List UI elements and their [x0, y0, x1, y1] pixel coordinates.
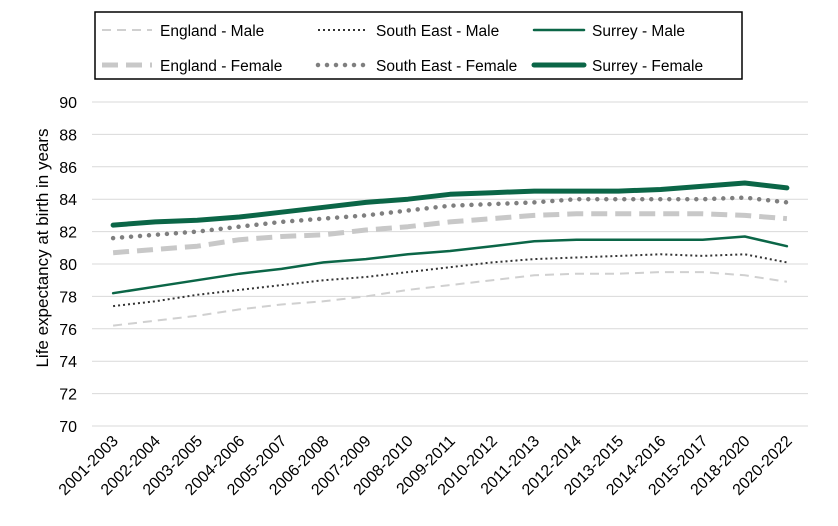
y-tick-label: 86 [59, 160, 77, 177]
series-line-south-east-male [112, 253, 788, 308]
series-line-england-male [112, 271, 788, 327]
legend-label-england-male: England - Male [160, 23, 264, 40]
y-tick-label: 70 [59, 419, 77, 436]
y-tick-label: 76 [59, 322, 77, 339]
legend-label-south-east-male: South East - Male [376, 23, 499, 40]
y-axis-ticks: 70 72 74 76 78 80 82 84 86 88 90 [59, 95, 77, 436]
y-tick-label: 88 [59, 127, 77, 144]
legend-label-south-east-female: South East - Female [376, 58, 517, 75]
legend-label-surrey-male: Surrey - Male [592, 23, 685, 40]
gridlines [92, 101, 808, 427]
y-tick-label: 78 [59, 289, 77, 306]
y-tick-label: 72 [59, 387, 77, 404]
series-line-surrey-female [110, 180, 790, 228]
legend-box [94, 11, 743, 80]
series-line-england-female [112, 211, 788, 256]
chart-legend: England - Male South East - Male Surrey - … [94, 11, 743, 80]
y-tick-label: 74 [59, 354, 77, 371]
y-tick-label: 80 [59, 257, 77, 274]
series-lines [110, 180, 790, 327]
x-axis-ticks: 2001-20032002-20042003-20052004-20062005… [56, 433, 796, 499]
y-tick-label: 90 [59, 95, 77, 112]
legend-label-surrey-female: Surrey - Female [592, 58, 703, 75]
legend-label-england-female: England - Female [160, 58, 282, 75]
y-tick-label: 84 [59, 192, 77, 209]
y-tick-label: 82 [59, 225, 77, 242]
series-line-surrey-male [111, 235, 789, 295]
y-axis-label: Life expectancy at birth in years [33, 128, 52, 367]
